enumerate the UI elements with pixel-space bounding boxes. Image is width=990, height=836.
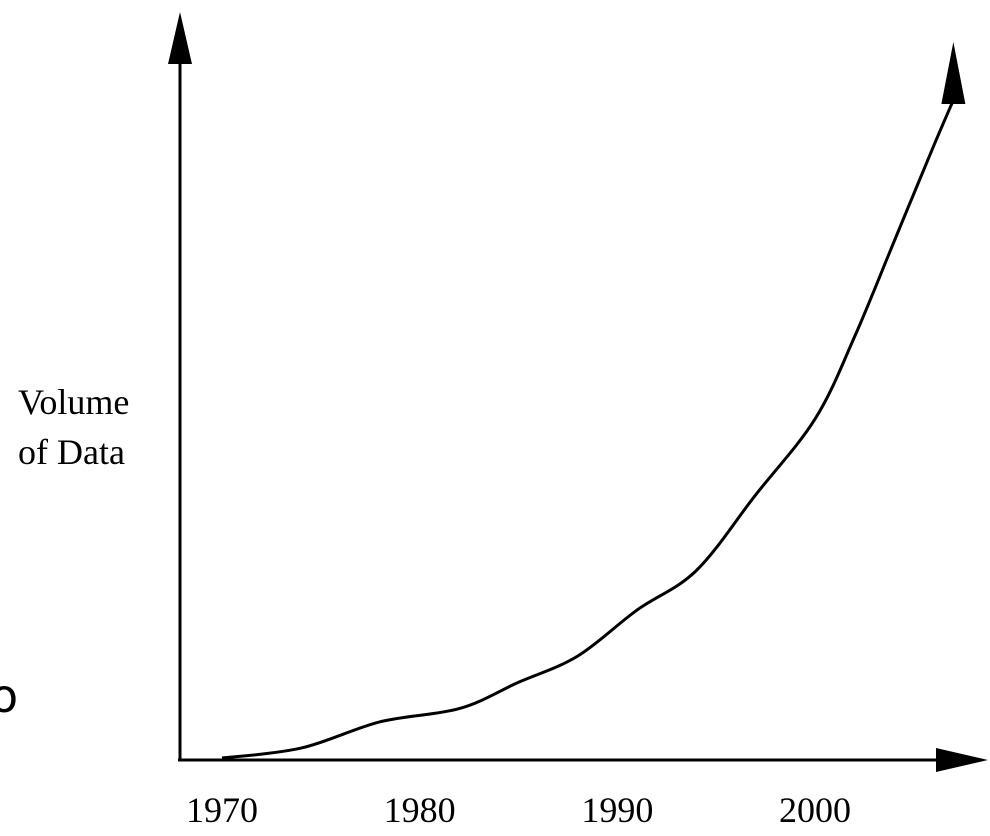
y-axis-label: of Data bbox=[18, 432, 125, 472]
x-tick-label: 1980 bbox=[384, 790, 456, 830]
x-tick-label: 1970 bbox=[186, 790, 258, 830]
series-line bbox=[221, 99, 955, 760]
x-axis-arrow bbox=[936, 748, 988, 772]
x-tick-label: 2000 bbox=[779, 790, 851, 830]
curve-end-arrow bbox=[941, 42, 966, 104]
axes bbox=[168, 12, 988, 772]
x-tick-labels: 1970 1980 1990 2000 bbox=[186, 790, 851, 830]
y-axis-label: Volume bbox=[18, 382, 129, 422]
y-axis-arrow bbox=[168, 12, 192, 64]
clipped-edge-text: o bbox=[0, 669, 18, 723]
x-tick-label: 1990 bbox=[581, 790, 653, 830]
